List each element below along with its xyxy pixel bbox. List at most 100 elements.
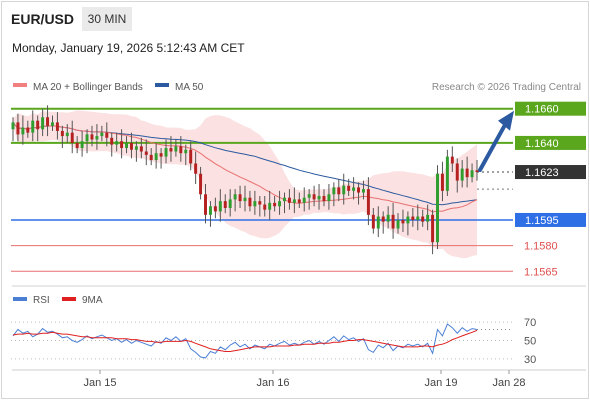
- candle-body: [421, 216, 425, 222]
- candle: [238, 185, 242, 208]
- candle-body: [238, 194, 242, 202]
- candle: [248, 190, 252, 212]
- candle-body: [465, 168, 469, 178]
- candle-body: [46, 117, 50, 126]
- candle: [60, 125, 64, 149]
- candle-body: [361, 189, 365, 193]
- candle-body: [445, 156, 449, 191]
- candle-body: [455, 163, 459, 181]
- candle: [317, 184, 321, 210]
- candle-body: [110, 137, 114, 145]
- candle-body: [85, 134, 89, 142]
- candle: [376, 206, 380, 238]
- candle-body: [332, 187, 336, 195]
- candle-body: [406, 216, 410, 224]
- candle: [411, 207, 415, 227]
- candle: [21, 115, 25, 145]
- candle-body: [36, 120, 40, 130]
- candle: [258, 195, 262, 217]
- candle-body: [159, 153, 163, 157]
- candle-body: [292, 199, 296, 203]
- candle-body: [11, 122, 15, 130]
- candle: [129, 132, 133, 159]
- candle-body: [268, 202, 272, 210]
- candle: [263, 195, 267, 217]
- candle-body: [426, 214, 430, 222]
- candle: [184, 144, 188, 166]
- candle: [401, 209, 405, 232]
- candle: [440, 161, 444, 202]
- candle: [273, 195, 277, 212]
- candle: [391, 202, 395, 239]
- candle: [421, 209, 425, 227]
- candle: [460, 160, 464, 188]
- rsi-tick-label: 70: [524, 317, 536, 329]
- candle: [26, 120, 30, 138]
- candle: [396, 213, 400, 234]
- candle: [233, 189, 237, 212]
- candle-body: [169, 148, 173, 152]
- candle: [41, 108, 45, 137]
- candle-body: [376, 216, 380, 229]
- candle-body: [347, 185, 351, 191]
- ma20-line: [12, 122, 478, 213]
- candle-body: [41, 117, 45, 130]
- price-label-1: 1.1640: [525, 138, 559, 150]
- candle-body: [248, 197, 252, 207]
- candle-body: [233, 194, 237, 200]
- candle: [337, 178, 341, 202]
- candles-layer: [11, 105, 479, 255]
- candle: [115, 132, 119, 152]
- candle-body: [302, 197, 306, 203]
- symbol-title: EUR/USD: [11, 11, 75, 27]
- x-tick-label: Jan 16: [256, 377, 289, 389]
- candle-body: [189, 149, 193, 164]
- candle: [455, 158, 459, 193]
- candle: [475, 160, 479, 181]
- candle-body: [144, 151, 148, 155]
- candle-body: [366, 189, 370, 215]
- candle-body: [460, 168, 464, 181]
- candle: [332, 182, 336, 207]
- timeframe-button[interactable]: 30 MIN: [82, 7, 132, 31]
- x-axis: Jan 15 Jan 16 Jan 19 Jan 28: [83, 370, 526, 389]
- candle: [139, 137, 143, 159]
- ma20-legend-label: MA 20 + Bollinger Bands: [33, 82, 143, 93]
- candle-body: [357, 187, 361, 193]
- candle: [406, 211, 410, 236]
- candle: [292, 187, 296, 214]
- candle: [450, 146, 454, 173]
- candle: [445, 149, 449, 196]
- rsi-ma9-line: [12, 329, 478, 352]
- price-label-bg-1: [515, 135, 586, 150]
- candle: [436, 165, 439, 250]
- candle-body: [26, 127, 30, 133]
- candle: [154, 142, 158, 169]
- candle-body: [21, 127, 25, 135]
- candle: [342, 173, 346, 205]
- candle-body: [75, 142, 79, 149]
- candle-body: [179, 146, 183, 154]
- credit-label: Research © 2026 Trading Central: [432, 82, 581, 93]
- candle: [361, 180, 365, 200]
- ma50-legend-swatch: [155, 83, 169, 87]
- candle: [386, 206, 390, 229]
- candle: [416, 204, 420, 231]
- candle: [31, 110, 35, 142]
- candle: [297, 192, 301, 208]
- candle-body: [55, 122, 59, 131]
- candle-body: [139, 146, 143, 152]
- candle-body: [174, 146, 178, 152]
- candle: [149, 148, 153, 166]
- ma50-legend-label: MA 50: [175, 82, 204, 93]
- candle-body: [475, 170, 479, 173]
- candle: [105, 122, 109, 147]
- candle-body: [120, 141, 124, 149]
- candle: [223, 194, 227, 214]
- candle-body: [312, 194, 316, 200]
- rsi-panel: 70 50 30: [11, 317, 536, 366]
- candle-body: [70, 132, 74, 143]
- candle-body: [115, 141, 119, 145]
